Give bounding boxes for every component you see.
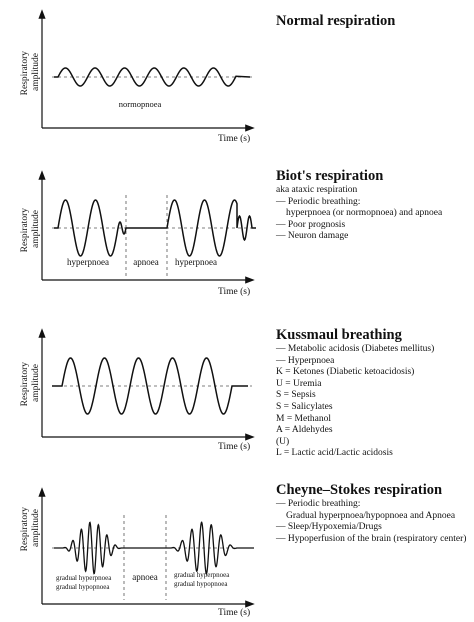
kussmaul-breathing-plot: Respiratory amplitude Time (s)	[20, 328, 255, 452]
description-line: U = Uremia	[276, 378, 322, 389]
respiration-waveform	[54, 67, 251, 87]
respiration-waveform	[54, 521, 254, 575]
description-list: — Periodic breathing: Gradual hyperpnoea…	[276, 499, 466, 545]
panel-title: Cheyne–Stokes respiration	[276, 482, 443, 498]
panel-cheyne-stokes-respiration: Respiratory amplitude Time (s) gradual h…	[0, 470, 474, 622]
description-line: L = Lactic acid/Lactic acidosis	[276, 448, 393, 459]
region-label-apnoea: apnoea	[132, 572, 157, 582]
region-label-gradual-hyperpnoea: gradual hyperpnoea	[56, 574, 112, 582]
description-line: — Sleep/Hypoxemia/Drugs	[276, 522, 382, 533]
cheyne-stokes-plot: Respiratory amplitude Time (s) gradual h…	[20, 487, 256, 618]
panel-title: Kussmaul breathing	[276, 327, 402, 343]
description-line: K = Ketones (Diabetic ketoacidosis)	[276, 367, 415, 378]
description-line: S = Salicylates	[276, 401, 333, 412]
description-list: — Metabolic acidosis (Diabetes mellitus)…	[276, 344, 434, 460]
panel-title: Normal respiration	[276, 13, 396, 29]
panel-kussmaul-breathing: Respiratory amplitude Time (s) Kussmaul …	[0, 315, 474, 465]
description-line: — Metabolic acidosis (Diabetes mellitus)	[276, 344, 435, 354]
respiration-waveform	[52, 357, 248, 415]
panel-normal-respiration: Respiratory amplitude Time (s) normopnoe…	[0, 0, 474, 160]
x-axis-label: Time (s)	[218, 607, 250, 618]
x-axis-label: Time (s)	[218, 286, 250, 297]
normal-respiration-plot: Respiratory amplitude Time (s) normopnoe…	[20, 9, 255, 144]
description-line: S = Sepsis	[276, 390, 316, 401]
description-line: Gradual hyperpnoea/hypopnoea and Apnoea	[286, 510, 456, 521]
x-axis-label: Time (s)	[218, 441, 250, 452]
y-axis-label: Respiratory amplitude	[20, 206, 41, 253]
description-line: — Hypoperfusion of the brain (respirator…	[276, 533, 467, 544]
x-axis-label: Time (s)	[218, 133, 250, 144]
panel-title: Biot's respiration	[276, 168, 384, 184]
panel-biots-respiration: Respiratory amplitude Time (s) hyperpnoe…	[0, 155, 474, 305]
description-line: — Neuron damage	[276, 231, 349, 242]
description-line: A = Aldehydes	[276, 425, 333, 436]
region-label-gradual-hypopnoea: gradual hypopnoea	[174, 580, 228, 588]
respiration-waveform	[54, 199, 256, 257]
y-axis-label: Respiratory amplitude	[20, 360, 41, 407]
region-label-gradual-hypopnoea: gradual hypopnoea	[56, 583, 110, 591]
description-line: aka ataxic respiration	[276, 185, 358, 195]
region-label-gradual-hyperpnoea: gradual hyperpnoea	[174, 571, 230, 579]
region-label-normopnoea: normopnoea	[119, 99, 162, 109]
y-axis-label: Respiratory amplitude	[20, 49, 41, 96]
description-line: — Periodic breathing:	[276, 499, 361, 509]
description-line: M = Methanol	[276, 413, 331, 424]
description-line: — Hyperpnoea	[276, 355, 335, 366]
biots-respiration-plot: Respiratory amplitude Time (s) hyperpnoe…	[20, 170, 256, 297]
description-line: — Poor prognosis	[276, 219, 346, 230]
description-line: (U)	[276, 436, 290, 447]
description-line: — Periodic breathing:	[276, 196, 361, 207]
region-label-apnoea: apnoea	[133, 257, 158, 267]
description-list: aka ataxic respiration — Periodic breath…	[276, 185, 442, 243]
region-label-hyperpnoea: hyperpnoea	[67, 257, 109, 267]
region-label-hyperpnoea: hyperpnoea	[175, 257, 217, 267]
y-axis-label: Respiratory amplitude	[20, 505, 41, 552]
description-line: hyperpnoea (or normopnoea) and apnoea	[286, 208, 443, 219]
